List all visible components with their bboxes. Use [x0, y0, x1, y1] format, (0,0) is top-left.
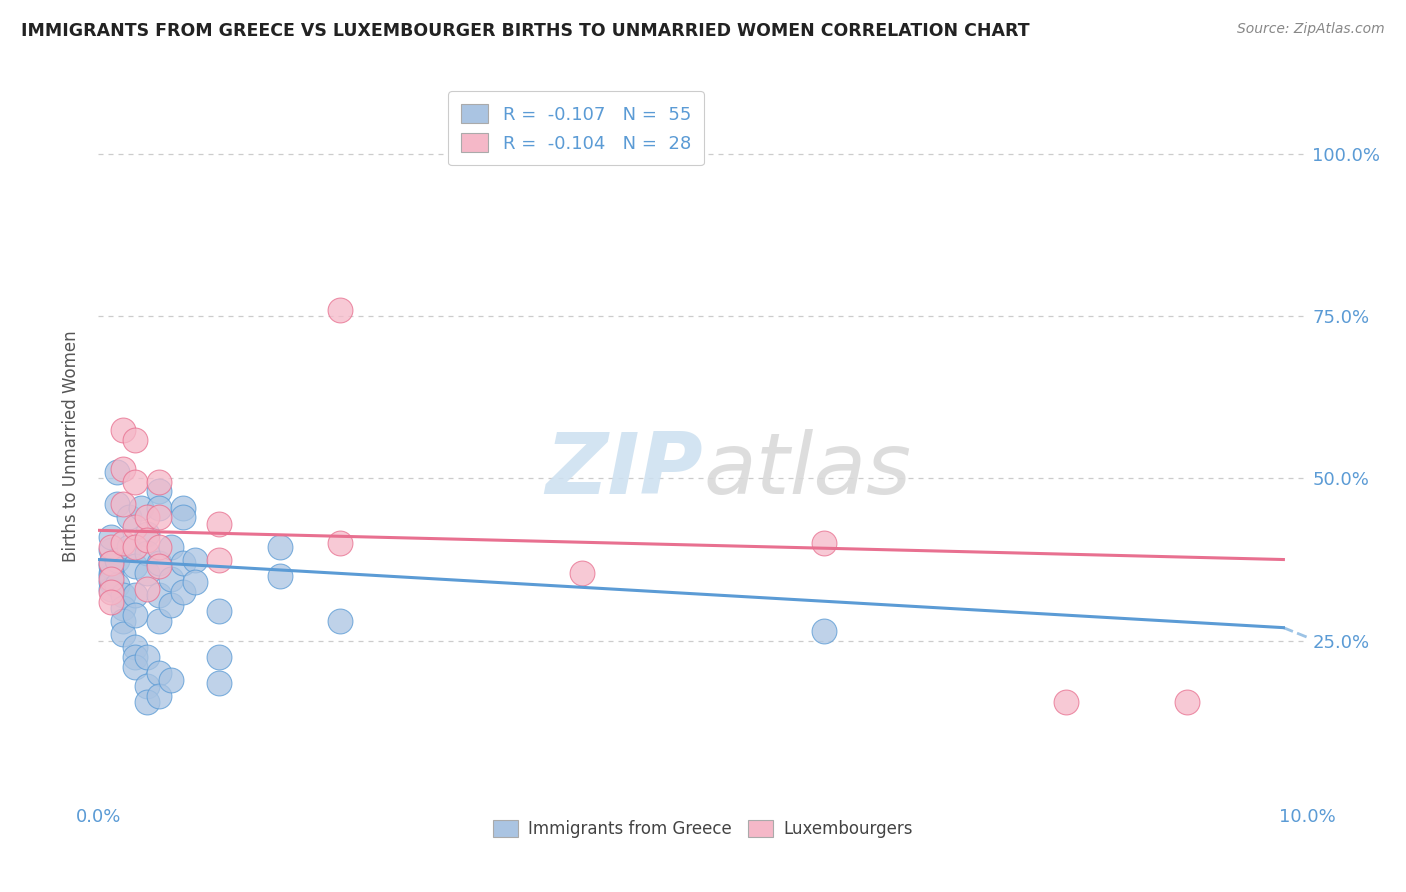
- Point: [135, 582, 157, 596]
- Point: [124, 640, 146, 654]
- Point: [208, 552, 231, 566]
- Point: [100, 556, 122, 570]
- Point: [269, 568, 291, 582]
- Point: [100, 575, 122, 590]
- Point: [135, 679, 157, 693]
- Point: [148, 540, 170, 554]
- Point: [100, 542, 122, 557]
- Point: [124, 520, 146, 534]
- Point: [111, 601, 134, 615]
- Point: [100, 530, 122, 544]
- Point: [100, 572, 122, 586]
- Point: [111, 461, 134, 475]
- Point: [160, 673, 183, 687]
- Point: [208, 675, 231, 690]
- Point: [172, 585, 194, 599]
- Point: [111, 497, 134, 511]
- Point: [100, 559, 122, 574]
- Point: [135, 510, 157, 524]
- Point: [118, 540, 141, 554]
- Point: [148, 689, 170, 703]
- Point: [111, 627, 134, 641]
- Point: [135, 649, 157, 664]
- Point: [124, 475, 146, 489]
- Point: [148, 588, 170, 602]
- Point: [1054, 695, 1077, 709]
- Point: [124, 433, 146, 447]
- Point: [124, 607, 146, 622]
- Point: [148, 666, 170, 681]
- Point: [329, 614, 352, 628]
- Point: [148, 556, 170, 570]
- Point: [100, 566, 122, 580]
- Point: [160, 540, 183, 554]
- Point: [111, 588, 134, 602]
- Point: [184, 552, 207, 566]
- Point: [100, 556, 122, 570]
- Point: [124, 649, 146, 664]
- Point: [100, 540, 122, 554]
- Point: [148, 484, 170, 499]
- Point: [148, 475, 170, 489]
- Point: [124, 540, 146, 554]
- Point: [160, 598, 183, 612]
- Point: [172, 556, 194, 570]
- Point: [172, 510, 194, 524]
- Point: [148, 500, 170, 515]
- Point: [111, 423, 134, 437]
- Point: [208, 516, 231, 531]
- Y-axis label: Births to Unmarried Women: Births to Unmarried Women: [62, 330, 80, 562]
- Point: [105, 497, 128, 511]
- Point: [329, 302, 352, 317]
- Legend: Immigrants from Greece, Luxembourgers: Immigrants from Greece, Luxembourgers: [486, 813, 920, 845]
- Point: [329, 536, 352, 550]
- Point: [135, 566, 157, 580]
- Point: [172, 500, 194, 515]
- Point: [208, 604, 231, 618]
- Point: [135, 546, 157, 560]
- Point: [571, 566, 593, 580]
- Point: [100, 595, 122, 609]
- Point: [100, 582, 122, 596]
- Point: [124, 588, 146, 602]
- Point: [111, 536, 134, 550]
- Text: ZIP: ZIP: [546, 429, 703, 513]
- Point: [1175, 695, 1198, 709]
- Point: [124, 659, 146, 673]
- Point: [105, 552, 128, 566]
- Point: [124, 559, 146, 574]
- Point: [100, 585, 122, 599]
- Point: [184, 575, 207, 590]
- Point: [105, 578, 128, 592]
- Point: [148, 559, 170, 574]
- Point: [135, 533, 157, 547]
- Point: [135, 526, 157, 541]
- Point: [148, 510, 170, 524]
- Point: [100, 568, 122, 582]
- Point: [105, 465, 128, 479]
- Point: [129, 500, 152, 515]
- Text: IMMIGRANTS FROM GREECE VS LUXEMBOURGER BIRTHS TO UNMARRIED WOMEN CORRELATION CHA: IMMIGRANTS FROM GREECE VS LUXEMBOURGER B…: [21, 22, 1029, 40]
- Point: [135, 695, 157, 709]
- Point: [118, 510, 141, 524]
- Point: [148, 614, 170, 628]
- Point: [813, 536, 835, 550]
- Point: [813, 624, 835, 638]
- Text: atlas: atlas: [703, 429, 911, 513]
- Point: [269, 540, 291, 554]
- Point: [160, 572, 183, 586]
- Text: Source: ZipAtlas.com: Source: ZipAtlas.com: [1237, 22, 1385, 37]
- Point: [111, 614, 134, 628]
- Point: [208, 649, 231, 664]
